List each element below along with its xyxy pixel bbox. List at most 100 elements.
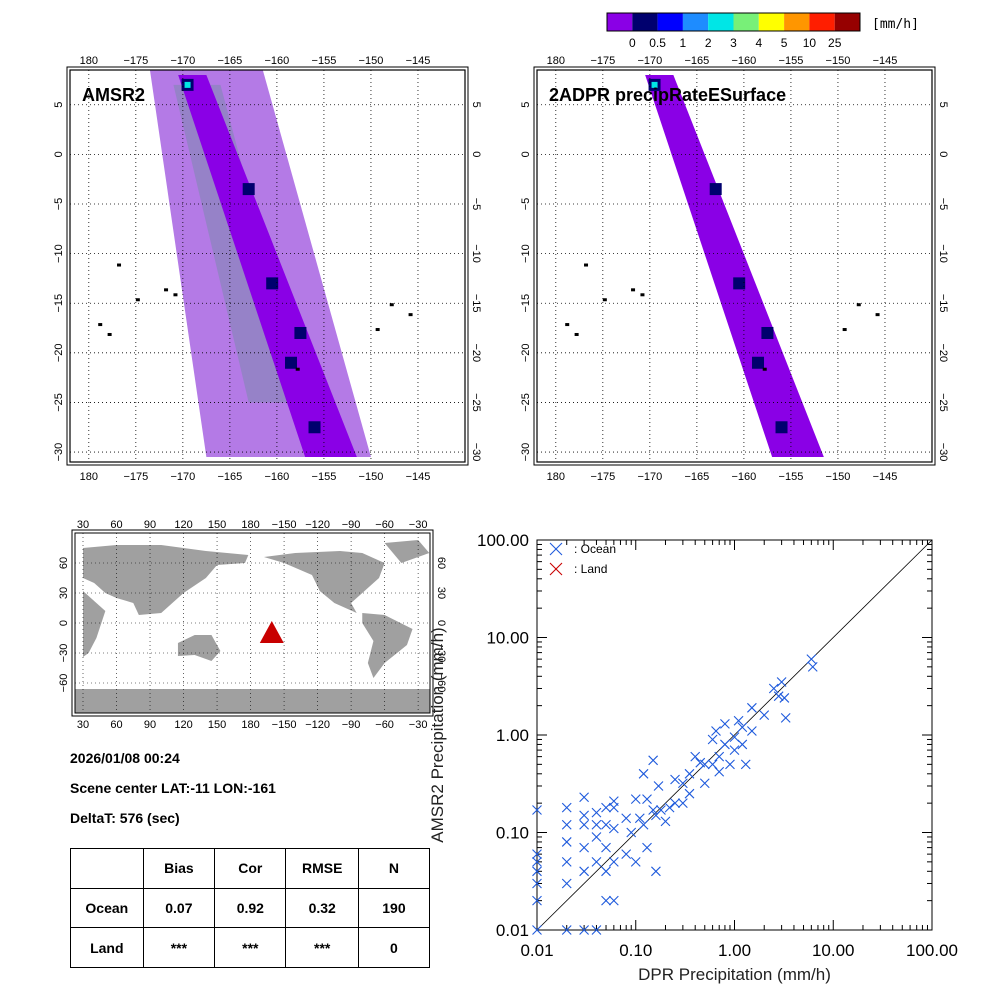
- colorbar-tick-label: 0: [629, 36, 636, 50]
- lat-tick-label-left: −30: [520, 443, 532, 462]
- data-point-ocean: [621, 849, 632, 860]
- data-point-stroke: [591, 807, 602, 818]
- data-point-stroke: [608, 802, 619, 813]
- world-lat-label-right: 30: [435, 587, 447, 599]
- lon-tick-label-bottom: −160: [265, 471, 290, 483]
- data-point-ocean: [699, 778, 710, 789]
- lon-tick-label-top: −170: [170, 55, 195, 67]
- data-point-ocean: [747, 702, 757, 713]
- data-point-ocean: [720, 719, 730, 729]
- lon-tick-label-top: −165: [684, 55, 709, 67]
- data-point-stroke: [591, 819, 602, 830]
- data-point-ocean: [561, 925, 572, 935]
- map-border: [533, 66, 936, 466]
- data-point-stroke: [711, 726, 721, 736]
- data-point-ocean: [664, 802, 675, 813]
- data-point-stroke: [677, 778, 688, 789]
- island-marker: [856, 303, 861, 307]
- data-point-stroke: [653, 781, 664, 791]
- data-point-stroke: [579, 792, 590, 803]
- x-tick-label: 1.00: [718, 941, 751, 960]
- data-point-stroke: [561, 819, 572, 830]
- data-point-ocean: [561, 802, 572, 813]
- table-header-cell: Bias: [142, 848, 216, 889]
- data-point-ocean: [601, 802, 611, 813]
- colorbar-segment: [784, 13, 810, 31]
- data-point-ocean: [579, 792, 590, 803]
- world-lon-label-bottom: 90: [144, 719, 156, 731]
- world-lat-label-left: 30: [58, 587, 70, 599]
- data-point-stroke: [601, 866, 611, 877]
- island-marker: [602, 298, 607, 302]
- lon-tick-label-bottom: −160: [732, 471, 757, 483]
- data-point-stroke: [601, 802, 611, 813]
- lat-tick-label-right: 5: [937, 102, 949, 108]
- world-lat-label-left: −60: [58, 674, 70, 693]
- world-lon-label-bottom: 60: [110, 719, 122, 731]
- lon-tick-label-bottom: −170: [170, 471, 195, 483]
- data-point-stroke: [626, 827, 637, 838]
- table-cell: ***: [214, 927, 287, 968]
- data-point-ocean: [670, 798, 680, 809]
- data-point-ocean: [806, 654, 817, 665]
- table-cell: ***: [142, 927, 216, 968]
- colorbar-segment: [632, 13, 658, 31]
- data-point-stroke: [561, 837, 572, 847]
- world-lon-label-top: 180: [241, 519, 259, 531]
- data-point-stroke: [714, 751, 725, 762]
- world-lon-label-bottom: −60: [375, 719, 394, 731]
- lat-tick-label-left: 5: [53, 102, 65, 108]
- world-lon-label-bottom: 180: [241, 719, 259, 731]
- table-header-row: Bias Cor RMSE N: [70, 848, 431, 889]
- data-point-ocean: [532, 895, 542, 906]
- lon-tick-label-top: −155: [779, 55, 804, 67]
- y-tick-label: 100.00: [477, 531, 529, 550]
- data-point-ocean: [677, 778, 688, 789]
- world-lon-label-top: −90: [342, 519, 361, 531]
- data-point-ocean: [720, 739, 730, 750]
- lat-tick-label-left: −5: [53, 198, 65, 211]
- lon-tick-label-bottom: −155: [312, 471, 337, 483]
- lat-tick-label-left: −30: [53, 443, 65, 462]
- x-tick-label: 100.00: [906, 941, 958, 960]
- island-marker: [631, 288, 636, 292]
- data-point-ocean: [780, 712, 791, 723]
- data-point-stroke: [747, 702, 757, 713]
- land-greenland: [384, 540, 430, 563]
- data-point-ocean: [579, 819, 590, 830]
- data-point-stroke: [608, 856, 619, 867]
- data-point-ocean: [642, 842, 652, 853]
- world-lat-label-right: −30: [435, 644, 447, 663]
- data-point-stroke: [707, 759, 718, 770]
- lat-tick-label-left: −25: [520, 393, 532, 412]
- legend-label: : Land: [574, 562, 607, 576]
- world-lon-label-top: −150: [272, 519, 297, 531]
- lon-tick-label-bottom: −145: [873, 471, 898, 483]
- lon-tick-label-top: −155: [312, 55, 337, 67]
- world-lon-label-top: 150: [208, 519, 226, 531]
- delta-t-label: DeltaT: 576 (sec): [70, 810, 180, 826]
- data-point-ocean: [621, 813, 632, 824]
- data-point-stroke: [779, 693, 790, 703]
- data-point-stroke: [720, 739, 730, 750]
- map-border: [66, 66, 469, 466]
- heavy-rain-cell: [709, 183, 722, 196]
- world-lon-label-bottom: −150: [272, 719, 297, 731]
- island-marker: [762, 367, 767, 371]
- lat-tick-label-left: 5: [520, 102, 532, 108]
- data-point-ocean: [532, 805, 542, 815]
- data-point-ocean: [714, 766, 725, 777]
- colorbar-segment: [657, 13, 683, 31]
- world-lon-label-bottom: 30: [77, 719, 89, 731]
- data-point-ocean: [608, 856, 619, 867]
- map-frame: [69, 69, 466, 463]
- y-tick-label: 10.00: [486, 629, 529, 648]
- island-marker: [640, 293, 645, 297]
- data-point-stroke: [579, 925, 590, 935]
- dpr-swath: [645, 74, 824, 458]
- data-point-ocean: [608, 802, 619, 813]
- lon-tick-label-bottom: 180: [80, 471, 98, 483]
- lat-tick-label-left: −15: [520, 294, 532, 313]
- data-point-stroke: [579, 842, 590, 853]
- peak-rain-cell: [184, 81, 191, 88]
